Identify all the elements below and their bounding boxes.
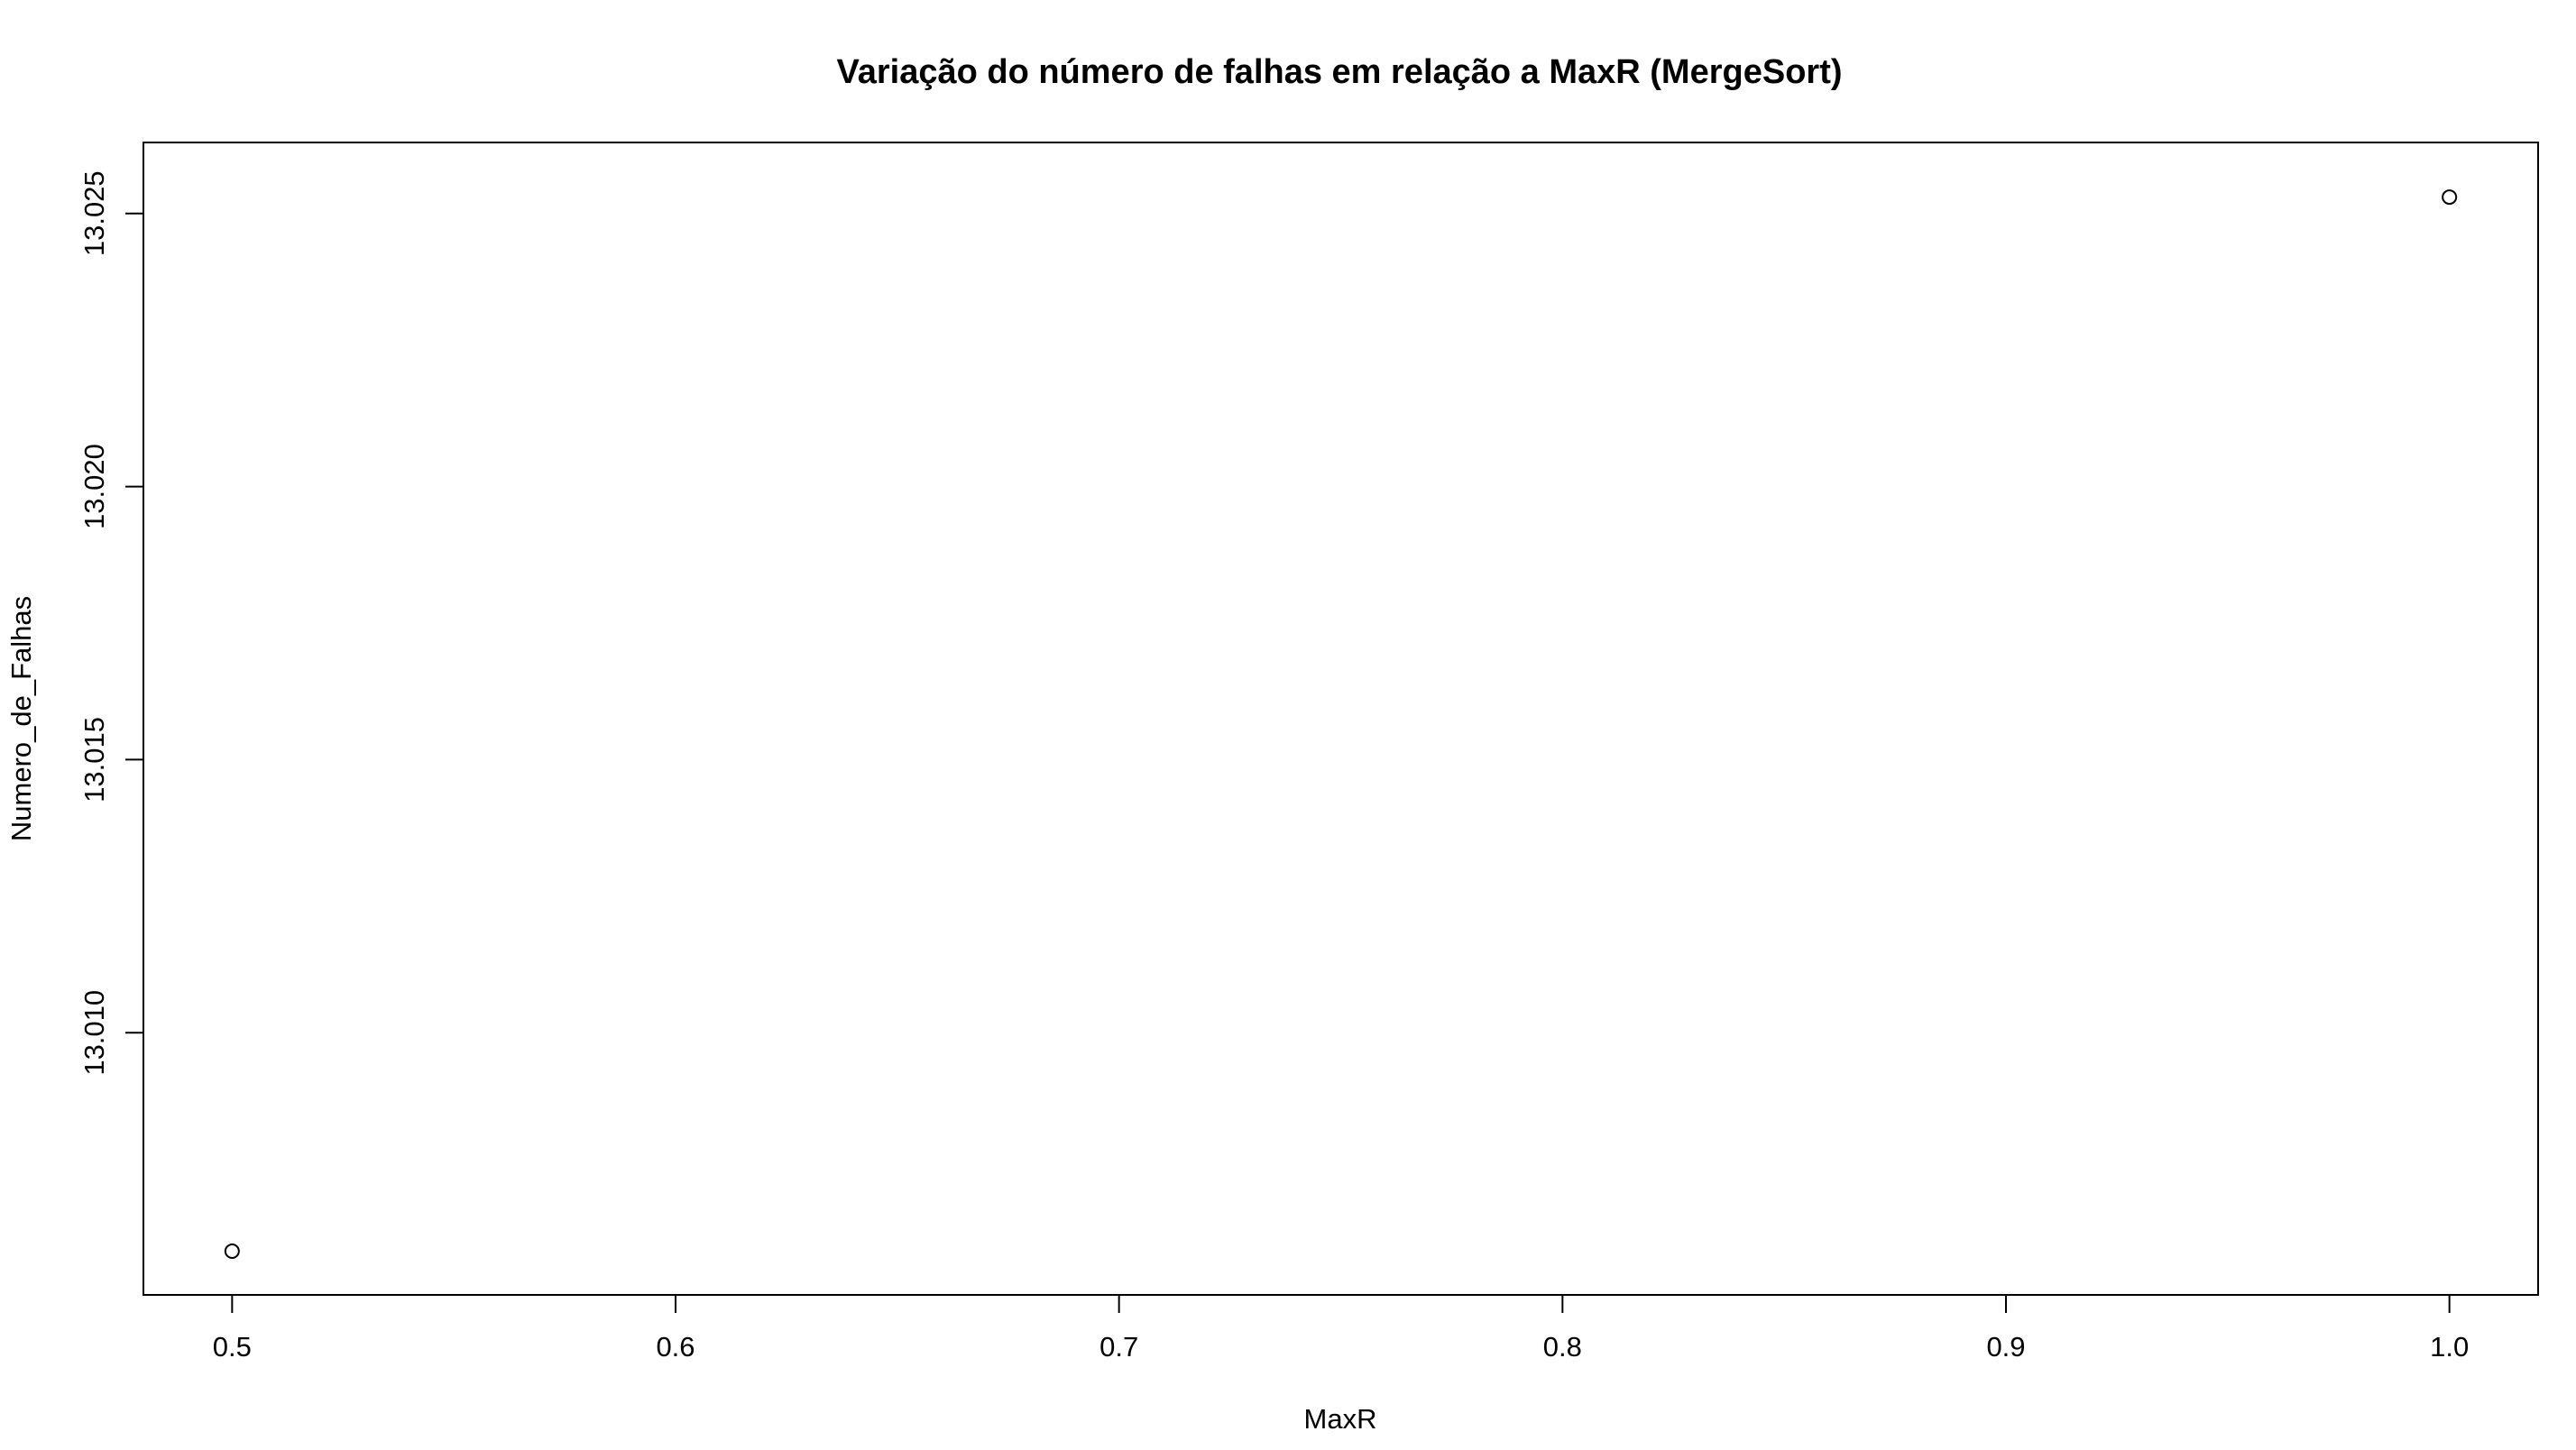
y-tick-label: 13.025 [78, 170, 110, 256]
data-points [224, 189, 2458, 1260]
x-axis: 0.5 0.6 0.7 0.8 0.9 1.0 [213, 1294, 2469, 1363]
y-axis: 13.010 13.015 13.020 13.025 [78, 170, 144, 1076]
data-point [2442, 189, 2458, 206]
chart-title: Variação do número de falhas em relação … [836, 53, 1842, 91]
y-axis-label: Numero_de_Falhas [5, 596, 37, 841]
x-tick-label: 0.6 [656, 1331, 695, 1363]
data-point [224, 1244, 240, 1260]
y-tick-label: 13.010 [78, 990, 110, 1076]
y-tick-label: 13.020 [78, 444, 110, 529]
x-tick-label: 0.8 [1543, 1331, 1582, 1363]
x-tick-label: 1.0 [2430, 1331, 2469, 1363]
x-axis-label: MaxR [1304, 1403, 1377, 1435]
x-tick-label: 0.9 [1986, 1331, 2025, 1363]
y-tick-label: 13.015 [78, 717, 110, 803]
x-tick-label: 0.7 [1099, 1331, 1138, 1363]
x-tick-label: 0.5 [213, 1331, 252, 1363]
